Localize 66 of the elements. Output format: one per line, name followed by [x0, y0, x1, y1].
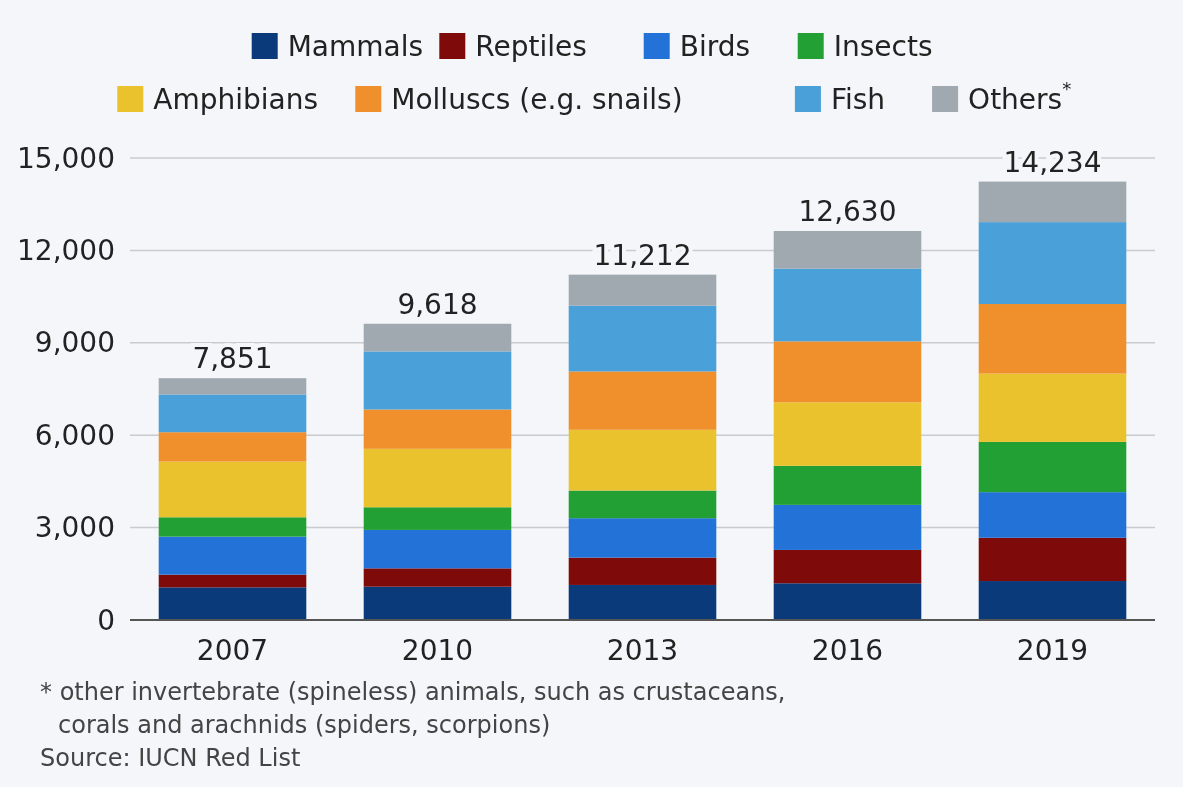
bar — [978, 537, 1127, 582]
bar — [773, 549, 922, 584]
bar — [568, 518, 717, 558]
legend-label: Insects — [833, 29, 933, 63]
bar — [363, 568, 512, 587]
bar — [568, 557, 717, 585]
bar — [568, 305, 717, 372]
bar — [363, 529, 512, 569]
bar — [363, 351, 512, 410]
bar — [978, 222, 1127, 305]
bar — [568, 429, 717, 491]
bar — [363, 323, 512, 352]
bar — [773, 341, 922, 403]
bar — [158, 432, 307, 462]
total-label: 9,618 — [397, 287, 478, 321]
bar — [773, 402, 922, 466]
legend-label: Reptiles — [475, 29, 587, 63]
bar — [978, 581, 1127, 620]
total-label: 7,851 — [192, 342, 273, 376]
bar — [773, 465, 922, 505]
bar — [363, 448, 512, 508]
bar — [978, 304, 1127, 374]
bar — [158, 517, 307, 537]
bar — [158, 461, 307, 518]
bar — [568, 490, 717, 519]
x-tick-label: 2010 — [401, 633, 474, 667]
bar — [773, 504, 922, 550]
y-tick-label: 6,000 — [34, 418, 115, 452]
bar — [978, 441, 1127, 493]
legend-label: Birds — [679, 29, 751, 63]
bar — [158, 574, 307, 588]
x-tick-label: 2013 — [606, 633, 679, 667]
bar — [158, 378, 307, 395]
legend-label: Amphibians — [153, 82, 319, 116]
x-tick-label: 2019 — [1016, 633, 1089, 667]
total-label: 14,234 — [1003, 145, 1102, 179]
y-tick-label: 15,000 — [17, 141, 115, 175]
legend-label: Others$^{*}$ — [968, 78, 1072, 116]
legend-label: Mammals — [287, 29, 424, 63]
bar — [568, 274, 717, 306]
x-tick-label: 2016 — [811, 633, 884, 667]
y-tick-label: 3,000 — [34, 511, 115, 545]
y-tick-label: 0 — [97, 603, 115, 637]
bar — [773, 583, 922, 620]
bar — [158, 587, 307, 620]
x-tick-label: 2007 — [196, 633, 269, 667]
y-tick-label: 12,000 — [17, 233, 115, 267]
bar — [363, 409, 512, 449]
bar — [978, 492, 1127, 538]
total-label: 12,630 — [798, 195, 897, 228]
bar — [978, 181, 1127, 223]
text: * other invertebrate (spineless) animals, such as crustaceans, corals and arachnids (spiders, scorpions) — [40, 678, 786, 739]
bar — [773, 268, 922, 342]
bar — [568, 584, 717, 620]
bar — [568, 371, 717, 430]
bar — [773, 231, 922, 269]
bar — [158, 394, 307, 433]
source-note: Source: IUCN Red List — [40, 744, 301, 772]
bar — [363, 507, 512, 530]
bar — [363, 586, 512, 620]
y-tick-label: 9,000 — [34, 326, 115, 360]
legend-label: Molluscs (e.g. snails) — [391, 82, 683, 116]
bar — [978, 373, 1127, 442]
total-label: 11,212 — [593, 238, 692, 272]
legend-label: Fish — [830, 82, 886, 116]
bar — [158, 536, 307, 575]
